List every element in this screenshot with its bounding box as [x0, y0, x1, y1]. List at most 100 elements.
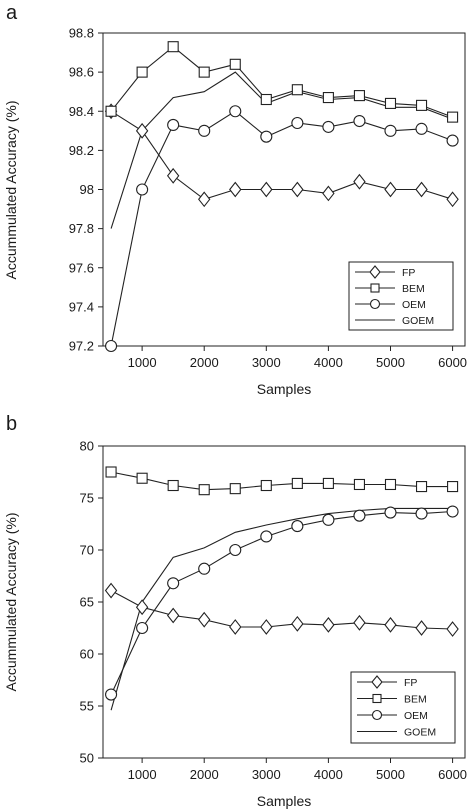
panel-b-fp-point [384, 616, 397, 633]
panel-a-x-axis-title: Samples [257, 381, 311, 397]
panel-a-y-tick-label: 97.2 [69, 339, 94, 354]
panel-b-oem-point [260, 530, 273, 543]
panel-a-fp-point [229, 181, 242, 198]
panel-a-oem-point [446, 134, 459, 147]
panel-a-bem-point [353, 90, 365, 102]
panel-a-bem-point [415, 99, 428, 111]
panel-a-fp-point [260, 181, 273, 198]
panel-a-bem-point [322, 92, 334, 104]
panel-b-x-tick-label: 1000 [128, 767, 157, 782]
panel-a-fp-point [353, 173, 366, 190]
panel-a-y-tick-label: 98 [80, 182, 94, 197]
panel-a-bem-point [105, 105, 117, 117]
panel-b-oem-point [446, 505, 459, 518]
panel-a-bem-point [447, 111, 459, 123]
panel-b-fp-line [110, 590, 453, 630]
panel-a-legend-bem-label: BEM [402, 283, 425, 295]
panel-a-y-tick-label: 98.6 [69, 65, 94, 80]
panel-b-oem-point [353, 509, 366, 522]
panel-b-y-tick-label: 65 [80, 595, 94, 610]
panel-b-goem-line [110, 507, 453, 711]
panel-a-y-tick-label: 97.6 [69, 260, 94, 275]
panel-b-bem-point [198, 484, 210, 496]
panel-b-fp-point [198, 611, 211, 628]
panel-b-fp-point [322, 616, 335, 633]
panel-b-bem-point [260, 479, 272, 492]
panel-b-series [104, 466, 459, 711]
panel-a-x-tick-label: 2000 [190, 355, 219, 370]
panel-b-legend-fp-label: FP [404, 677, 417, 689]
panel-b-oem-point [229, 543, 242, 557]
panel-b-oem-point [167, 577, 180, 590]
panel-a-x-tick-label: 4000 [314, 355, 343, 370]
panel-b-bem-point [415, 481, 428, 493]
panel-a-y-axis: 97.2 97.4 97.6 97.8 98 98.2 98.4 98.6 98.8 [69, 26, 103, 354]
panel-b-x-axis: 1000 2000 3000 4000 5000 6000 [128, 758, 467, 782]
panel-b-legend-bem-marker [372, 693, 382, 704]
panel-a-oem-point [353, 114, 366, 128]
panel-b-y-tick-label: 60 [80, 647, 94, 662]
panel-b-bem-point [167, 479, 179, 492]
panel-a-bem-point [229, 58, 241, 70]
panel-a-bem-point [384, 97, 397, 109]
panel-b-bem-point [105, 466, 117, 478]
panel-a-fp-point [384, 181, 397, 198]
panel-b-legend-goem-label: GOEM [404, 727, 436, 739]
panel-a-y-tick-label: 98.2 [69, 143, 94, 158]
panel-a-oem-point [322, 120, 335, 133]
panel-a-oem-point [167, 118, 180, 131]
panel-a-oem-point [384, 124, 397, 137]
panel-b-legend-fp-marker [371, 675, 383, 689]
panel-b-y-tick-label: 70 [80, 543, 94, 558]
panel-b-x-tick-label: 6000 [438, 767, 467, 782]
panel-a-bem-point [260, 93, 272, 106]
panel-b-oem-point [291, 520, 304, 533]
panel-b-bem-point [322, 477, 334, 489]
panel-b-oem-point [136, 621, 149, 635]
panel-a-y-tick-label: 97.8 [69, 221, 94, 236]
panel-b-legend: FP BEM OEM GOEM [350, 671, 456, 744]
panel-b-fp-point [415, 620, 428, 636]
panel-b-legend-oem-label: OEM [404, 710, 428, 722]
panel-b-x-tick-label: 2000 [190, 767, 219, 782]
panel-b-bem-point [353, 478, 365, 491]
panel-b-oem-point [105, 688, 118, 701]
panel-a-fp-point [166, 167, 180, 184]
panel-b-bem-point [229, 483, 241, 495]
panel-a-x-tick-label: 1000 [128, 355, 157, 370]
panel-a: a 97.2 97.4 97.6 97.8 98 98.2 98.4 98.6 98.8 100… [3, 2, 467, 397]
panel-a-bem-point [167, 41, 179, 53]
panel-a-fp-point [135, 122, 149, 139]
panel-a-oem-point [198, 124, 211, 137]
panel-b-bem-point [291, 477, 303, 489]
panel-b-y-tick-label: 50 [80, 751, 94, 766]
panel-a-legend-bem-marker [370, 283, 380, 293]
panel-a-legend-goem-label: GOEM [402, 315, 434, 327]
panel-b-x-axis-title: Samples [257, 793, 311, 809]
panel-a-bem-point [291, 84, 303, 96]
panel-a-legend-oem-marker [369, 298, 381, 310]
panel-a-series [104, 41, 459, 353]
panel-b-fp-point [166, 607, 180, 624]
panel-b: b 50 55 60 65 70 75 80 1000 2000 3000 4000 5000 600… [3, 413, 467, 809]
panel-b-y-axis: 50 55 60 65 70 75 80 [80, 439, 103, 766]
panel-b-y-tick-label: 80 [80, 439, 94, 454]
panel-a-oem-point [260, 130, 273, 143]
panel-a-oem-point [229, 105, 242, 118]
panel-a-bem-point [136, 66, 148, 78]
panel-b-letter: b [6, 413, 17, 435]
panel-b-bem-line [110, 471, 453, 491]
panel-a-legend-fp-label: FP [402, 267, 415, 279]
panel-a-oem-point [136, 183, 149, 196]
panel-b-oem-point [384, 506, 397, 519]
panel-a-y-tick-label: 98.4 [69, 104, 94, 119]
panel-a-bem-point [198, 66, 210, 78]
panel-b-legend-oem-marker [371, 709, 383, 721]
panel-b-fp-point [260, 619, 273, 635]
panel-b-y-tick-label: 55 [80, 699, 94, 714]
panel-b-fp-point [135, 599, 149, 616]
panel-a-oem-point [105, 339, 118, 353]
panel-b-oem-point [415, 507, 428, 520]
panel-a-fp-point [322, 185, 335, 202]
